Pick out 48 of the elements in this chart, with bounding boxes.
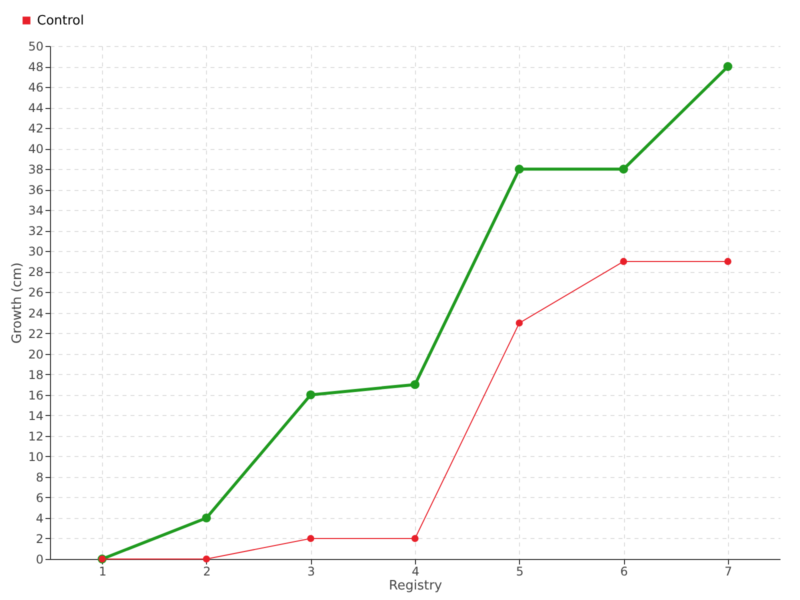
y-tick-label: 12 xyxy=(28,429,44,444)
y-tick-label: 26 xyxy=(28,286,44,300)
x-tick-label: 5 xyxy=(516,564,524,578)
y-tick-label: 34 xyxy=(28,204,44,218)
point xyxy=(202,555,210,563)
y-tick-label: 50 xyxy=(28,40,44,54)
y-tick-label: 2 xyxy=(36,532,44,546)
y-tick-label: 30 xyxy=(28,244,44,259)
y-tick-label: 24 xyxy=(28,306,44,320)
point xyxy=(723,62,732,71)
x-tick-label: 4 xyxy=(412,564,420,578)
x-tick-label: 3 xyxy=(307,564,316,578)
point xyxy=(514,164,524,174)
y-tick-label: 6 xyxy=(36,490,44,505)
y-tick-label: 46 xyxy=(28,80,44,95)
point xyxy=(307,534,314,542)
y-tick-label: 16 xyxy=(28,388,44,402)
y-tick-label: 36 xyxy=(28,183,44,198)
point xyxy=(724,258,732,265)
y-tick-label: 10 xyxy=(28,450,44,464)
point xyxy=(306,390,316,400)
point xyxy=(619,164,628,174)
x-tick-label: 1 xyxy=(98,564,106,578)
point xyxy=(202,513,211,522)
y-tick-label: 18 xyxy=(28,368,44,382)
x-tick-label: 6 xyxy=(620,564,628,578)
point xyxy=(620,258,628,265)
legend-label: Control xyxy=(37,14,84,28)
y-tick-label: 22 xyxy=(28,326,44,341)
y-tick-label: 20 xyxy=(28,347,44,362)
point xyxy=(516,319,523,327)
x-axis-title: Registry xyxy=(388,578,442,594)
y-tick-label: 8 xyxy=(36,470,44,484)
y-tick-label: 44 xyxy=(28,101,44,116)
y-tick-label: 0 xyxy=(36,552,44,566)
x-tick-label: 2 xyxy=(203,564,211,578)
y-tick-label: 40 xyxy=(28,142,44,156)
y-tick-label: 32 xyxy=(28,224,44,238)
y-tick-label: 48 xyxy=(28,60,44,74)
x-tick-label: 7 xyxy=(724,564,732,578)
y-tick-label: 4 xyxy=(36,511,44,526)
point xyxy=(411,534,419,542)
y-tick-label: 14 xyxy=(28,408,44,423)
y-tick-label: 38 xyxy=(28,162,44,177)
y-tick-label: 42 xyxy=(28,122,44,136)
y-axis-title: Growth (cm) xyxy=(10,262,26,344)
point xyxy=(410,380,420,390)
y-tick-label: 28 xyxy=(28,265,44,280)
